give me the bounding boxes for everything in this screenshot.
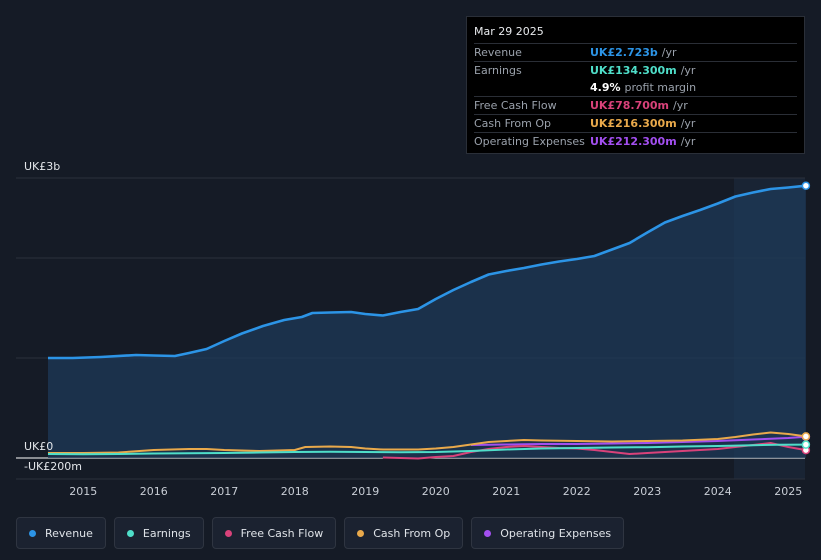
legend-label: Earnings [142, 526, 191, 540]
x-tick-label: 2016 [140, 485, 168, 498]
tooltip-value: UK£134.300m [590, 64, 677, 77]
legend-label: Revenue [45, 526, 93, 540]
revenue-area-fill [48, 185, 806, 458]
x-tick-label: 2021 [492, 485, 520, 498]
data-tooltip: Mar 29 2025 Revenue UK£2.723b /yr Earnin… [466, 16, 805, 154]
series-line-operating-expenses [470, 435, 806, 446]
y-label-top: UK£3b [24, 160, 61, 173]
tooltip-unit: /yr [680, 117, 696, 130]
series-line-free-cash-flow [382, 442, 807, 460]
legend-dot-icon [357, 529, 365, 537]
legend-item-revenue[interactable]: Revenue [16, 517, 106, 549]
x-tick-label: 2015 [69, 485, 97, 498]
end-marker-revenue [801, 181, 811, 190]
tooltip-label: Revenue [474, 46, 522, 59]
series-line-earnings [47, 443, 806, 456]
tooltip-spacer [474, 79, 590, 96]
legend-dot-icon [126, 529, 134, 537]
tooltip-date: Mar 29 2025 [474, 25, 544, 38]
tooltip-unit: /yr [680, 135, 696, 148]
profit-margin-label: profit margin [624, 81, 697, 94]
series-line-cash-from-op [48, 431, 807, 454]
tooltip-label: Free Cash Flow [474, 99, 557, 112]
legend-dot-icon [224, 529, 232, 537]
tooltip-label: Earnings [474, 64, 522, 77]
tooltip-value: UK£216.300m [590, 117, 677, 130]
legend-label: Operating Expenses [500, 526, 612, 540]
tooltip-row-margin: 4.9% profit margin [474, 79, 797, 96]
end-marker-cash-from-op [801, 432, 811, 441]
profit-margin-value: 4.9% [590, 81, 621, 94]
x-tick-label: 2022 [563, 485, 591, 498]
legend-dot-icon [484, 529, 492, 537]
tooltip-unit: /yr [661, 46, 677, 59]
tooltip-unit: /yr [680, 64, 696, 77]
tooltip-row-operating-expenses: Operating Expenses UK£212.300m /yr [474, 132, 797, 150]
tooltip-unit: /yr [673, 99, 688, 112]
x-tick-label: 2024 [704, 485, 732, 498]
x-tick-label: 2020 [422, 485, 450, 498]
tooltip-value: UK£78.700m [590, 99, 670, 112]
x-tick-label: 2023 [633, 485, 661, 498]
x-tick-label: 2018 [281, 485, 309, 498]
y-label-zero: UK£0 [24, 440, 54, 453]
legend-item-cash-from-op[interactable]: Cash From Op [344, 517, 464, 549]
tooltip-row-earnings: Earnings UK£134.300m /yr [474, 61, 797, 79]
x-tick-label: 2017 [210, 485, 238, 498]
legend-label: Free Cash Flow [240, 526, 324, 540]
tooltip-row-free-cash-flow: Free Cash Flow UK£78.700m /yr [474, 96, 797, 114]
chart-legend: Revenue Earnings Free Cash Flow Cash Fro… [16, 517, 625, 549]
tooltip-label: Cash From Op [474, 117, 552, 130]
x-tick-label: 2025 [774, 485, 802, 498]
legend-dot-icon [29, 529, 36, 537]
end-marker-earnings [801, 440, 811, 449]
tooltip-value: UK£2.723b [590, 46, 658, 59]
y-label-bottom: -UK£200m [24, 460, 82, 473]
x-tick-label: 2019 [351, 485, 379, 498]
tooltip-row-revenue: Revenue UK£2.723b /yr [474, 43, 797, 61]
legend-item-free-cash-flow[interactable]: Free Cash Flow [211, 517, 337, 549]
tooltip-row-cash-from-op: Cash From Op UK£216.300m /yr [474, 114, 797, 132]
legend-label: Cash From Op [373, 526, 451, 540]
tooltip-value: UK£212.300m [590, 135, 677, 148]
series-line-revenue [48, 184, 807, 360]
legend-item-earnings[interactable]: Earnings [113, 517, 204, 549]
tooltip-label: Operating Expenses [474, 135, 585, 148]
legend-item-operating-expenses[interactable]: Operating Expenses [471, 517, 625, 549]
